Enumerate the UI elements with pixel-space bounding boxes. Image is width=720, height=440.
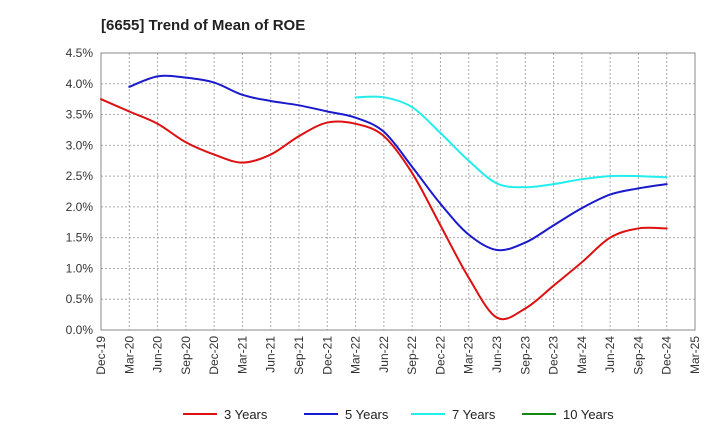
y-tick-label: 0.0% (66, 323, 94, 337)
x-tick-label: Mar-24 (575, 336, 589, 374)
x-tick-label: Jun-24 (603, 336, 617, 373)
x-tick-label: Dec-19 (94, 336, 108, 375)
legend-label: 7 Years (452, 407, 496, 422)
y-tick-label: 1.0% (66, 261, 94, 275)
x-tick-label: Jun-20 (151, 336, 165, 373)
y-tick-label: 1.5% (66, 231, 94, 245)
legend: 3 Years 5 Years 7 Years 10 Years (183, 407, 614, 422)
legend-label: 10 Years (563, 407, 614, 422)
x-tick-label: Jun-22 (377, 336, 391, 373)
x-tick-label: Sep-23 (518, 336, 532, 375)
x-tick-label: Sep-21 (292, 336, 306, 375)
x-tick-label: Dec-24 (660, 336, 674, 375)
y-tick-label: 0.5% (66, 292, 94, 306)
x-tick-label: Dec-22 (433, 336, 447, 375)
legend-label: 3 Years (224, 407, 268, 422)
x-tick-label: Sep-22 (405, 336, 419, 375)
x-tick-label: Mar-25 (688, 336, 702, 374)
y-tick-label: 2.5% (66, 169, 94, 183)
series-line-2 (128, 74, 668, 252)
y-tick-label: 4.5% (66, 46, 94, 60)
series-lines (100, 74, 668, 321)
x-tick-label: Dec-20 (207, 336, 221, 375)
x-axis: Dec-19 Mar-20 Jun-20 Sep-20 Dec-20 Mar-21 Jun-… (94, 336, 702, 375)
chart-title: [6655] Trend of Mean of ROE (101, 17, 305, 34)
y-tick-label: 2.0% (66, 200, 94, 214)
plot-area-border (100, 52, 696, 331)
x-tick-label: Mar-22 (349, 336, 363, 374)
x-tick-label: Dec-23 (547, 336, 561, 375)
series-line-1 (100, 98, 668, 321)
legend-label: 5 Years (345, 407, 389, 422)
y-tick-label: 3.0% (66, 138, 94, 152)
x-tick-label: Mar-23 (462, 336, 476, 374)
x-tick-label: Jun-23 (490, 336, 504, 373)
x-tick-label: Mar-21 (235, 336, 249, 374)
x-tick-label: Jun-21 (264, 336, 278, 373)
series-line-3 (354, 95, 668, 189)
y-tick-label: 4.0% (66, 77, 94, 91)
y-tick-label: 3.5% (66, 108, 94, 122)
x-tick-label: Mar-20 (122, 336, 136, 374)
x-tick-label: Sep-20 (179, 336, 193, 375)
y-axis: 0.0% 0.5% 1.0% 1.5% 2.0% 2.5% 3.0% 3.5% 4.0% 4.5% (66, 46, 94, 337)
x-tick-label: Dec-21 (320, 336, 334, 375)
grid-lines (100, 52, 696, 331)
x-tick-label: Sep-24 (631, 336, 645, 375)
